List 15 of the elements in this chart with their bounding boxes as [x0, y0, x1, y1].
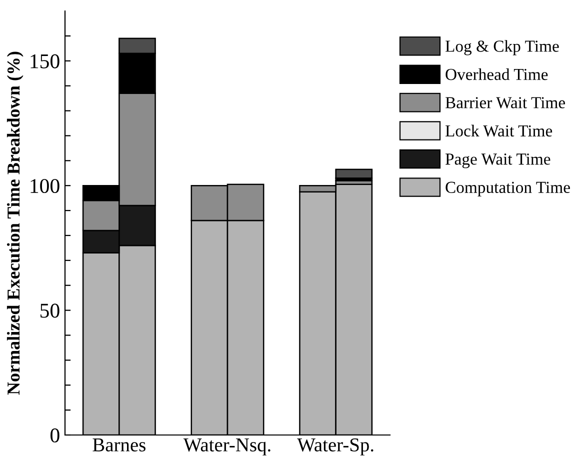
legend-label: Lock Wait Time	[445, 124, 552, 137]
legend-label: Overhead Time	[446, 68, 548, 80]
legend-label: Page Wait Time	[445, 154, 550, 168]
y-tick-label: 0	[50, 428, 60, 442]
x-tick-label: Water-Nsq.	[183, 438, 270, 456]
y-tick-label: 150	[30, 54, 60, 68]
legend-label: Log & Ckp Time	[445, 40, 559, 56]
legend-label: Barrier Wait Time	[445, 97, 566, 108]
bar	[335, 168, 373, 179]
y-axis-title: Normalized Execution Time Breakdown (%)	[6, 52, 24, 395]
y-tick-label: 100	[30, 178, 60, 194]
x-tick-label: Barnes	[92, 438, 146, 452]
legend-label: Computation Time	[446, 182, 570, 196]
x-tick-label: Water-Sp.	[297, 438, 374, 456]
y-tick-label: 50	[40, 304, 60, 318]
